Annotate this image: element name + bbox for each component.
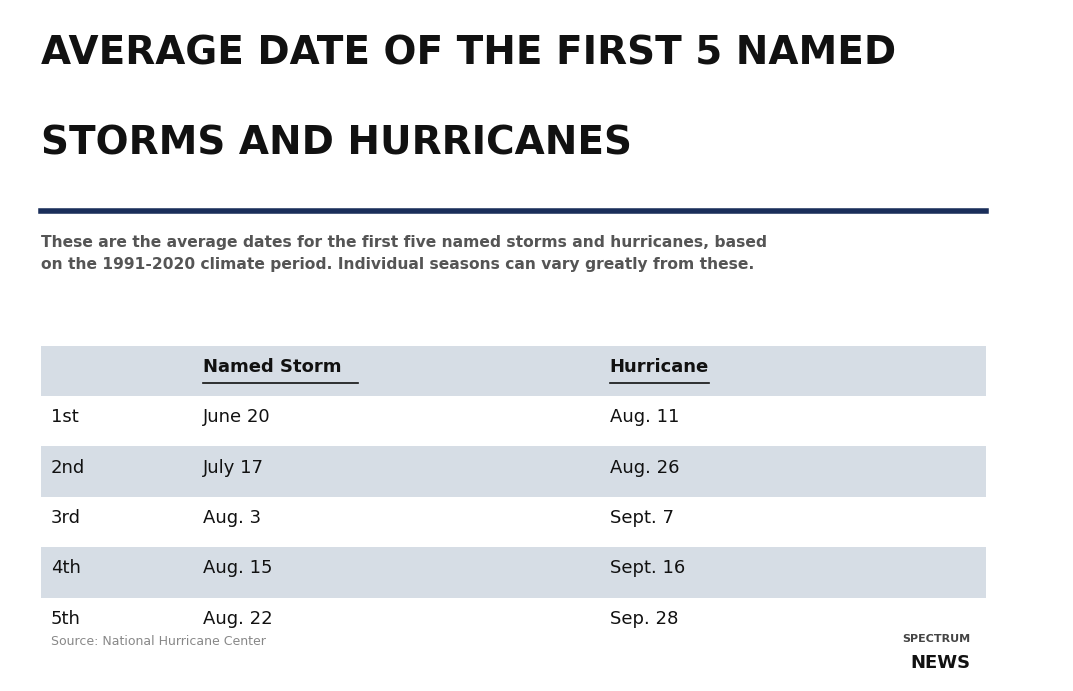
Text: Named Storm: Named Storm: [203, 358, 341, 376]
Text: 2nd: 2nd: [50, 459, 85, 477]
Text: 4th: 4th: [50, 560, 80, 578]
Text: STORMS AND HURRICANES: STORMS AND HURRICANES: [41, 124, 632, 162]
Text: Aug. 26: Aug. 26: [609, 459, 679, 477]
Text: 1st: 1st: [50, 408, 78, 426]
Text: NEWS: NEWS: [910, 654, 970, 672]
Text: Aug. 3: Aug. 3: [203, 509, 262, 527]
Text: June 20: June 20: [203, 408, 270, 426]
Text: Sept. 16: Sept. 16: [609, 560, 685, 578]
Text: These are the average dates for the first five named storms and hurricanes, base: These are the average dates for the firs…: [41, 235, 766, 272]
Text: AVERAGE DATE OF THE FIRST 5 NAMED: AVERAGE DATE OF THE FIRST 5 NAMED: [41, 35, 896, 73]
Text: Hurricane: Hurricane: [609, 358, 709, 376]
Text: Sept. 7: Sept. 7: [609, 509, 674, 527]
Text: Aug. 11: Aug. 11: [609, 408, 679, 426]
Text: Aug. 22: Aug. 22: [203, 610, 273, 628]
Text: Aug. 15: Aug. 15: [203, 560, 273, 578]
Bar: [41, 346, 986, 396]
Text: 3rd: 3rd: [50, 509, 80, 527]
Bar: [41, 547, 986, 598]
Text: 5th: 5th: [50, 610, 80, 628]
Text: SPECTRUM: SPECTRUM: [902, 634, 970, 644]
Text: July 17: July 17: [203, 459, 264, 477]
Text: Sep. 28: Sep. 28: [609, 610, 678, 628]
Bar: [41, 446, 986, 497]
Text: Source: National Hurricane Center: Source: National Hurricane Center: [50, 635, 266, 648]
